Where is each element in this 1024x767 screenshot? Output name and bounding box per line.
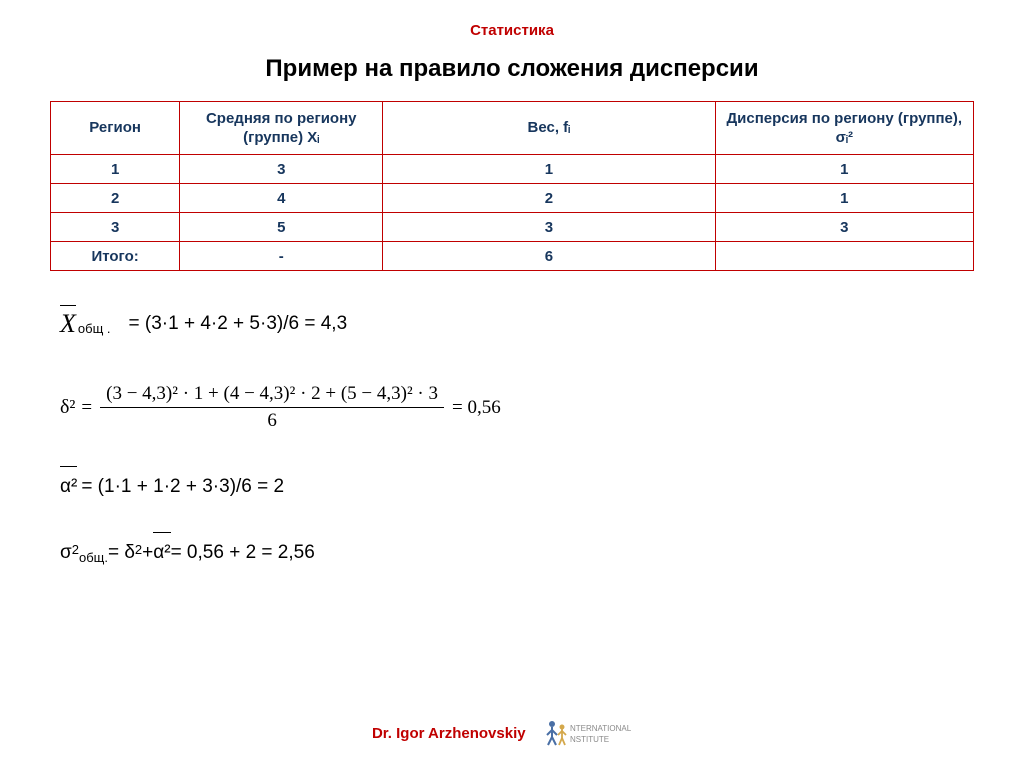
table-row: 1 3 1 1 [51,155,974,184]
cell: 3 [383,213,715,242]
table-row: 3 5 3 3 [51,213,974,242]
formula-mean: X общ . = (3·1 + 4·2 + 5·3)/6 = 4,3 [60,309,1024,339]
cell: 6 [383,242,715,271]
cell: Итого: [51,242,180,271]
x-bar-subscript: общ . [78,321,111,336]
cell: 1 [383,155,715,184]
alpha-bar-symbol-2: α² [153,542,170,564]
formula-delta-sq: δ² = (3 − 4,3)² · 1 + (4 − 4,3)² · 2 + (… [60,383,1024,432]
delta-result: = 0,56 [452,397,501,419]
delta-sup: 2 [135,542,142,557]
x-bar-symbol: X [60,309,76,339]
formula-mean-rhs: = (3·1 + 4·2 + 5·3)/6 = 4,3 [129,313,348,335]
cell: 3 [180,155,383,184]
col-header: Средняя по региону (группе) Xᵢ [180,102,383,155]
cell: 3 [51,213,180,242]
sigma-sub: общ. [79,550,108,565]
cell: 2 [383,184,715,213]
table-header-row: Регион Средняя по региону (группе) Xᵢ Ве… [51,102,974,155]
fraction-denominator: 6 [267,408,277,432]
data-table-wrap: Регион Средняя по региону (группе) Xᵢ Ве… [50,101,974,271]
cell: 1 [715,184,973,213]
institute-logo-icon: NTERNATIONAL NSTITUTE [542,717,652,749]
data-table: Регион Средняя по региону (группе) Xᵢ Ве… [50,101,974,271]
equals: = [81,397,92,419]
cell: 2 [51,184,180,213]
footer: Dr. Igor Arzhenovskiy NTERNATIONAL NSTIT… [0,717,1024,749]
cell: 5 [180,213,383,242]
fraction-numerator: (3 − 4,3)² · 1 + (4 − 4,3)² · 2 + (5 − 4… [100,383,444,408]
svg-text:NTERNATIONAL: NTERNATIONAL [570,724,632,733]
fraction: (3 − 4,3)² · 1 + (4 − 4,3)² · 2 + (5 − 4… [100,383,444,432]
cell: 4 [180,184,383,213]
delta-sq-symbol: δ² [60,396,75,419]
sigma-rhs: = 0,56 + 2 = 2,56 [171,542,315,564]
cell: 3 [715,213,973,242]
col-header: Дисперсия по региону (группе), σᵢ² [715,102,973,155]
alpha-bar-symbol: α² [60,476,77,498]
sigma-sup: 2 [72,542,79,557]
sigma-mid1: = δ [108,542,135,564]
formula-alpha-sq: α² = (1·1 + 1·2 + 3·3)/6 = 2 [60,476,1024,498]
col-header: Вес, fᵢ [383,102,715,155]
header-label: Статистика [0,0,1024,39]
table-row-total: Итого: - 6 [51,242,974,271]
page-title: Пример на правило сложения дисперсии [0,55,1024,83]
cell: 1 [715,155,973,184]
col-header: Регион [51,102,180,155]
table-row: 2 4 2 1 [51,184,974,213]
alpha-rhs: = (1·1 + 1·2 + 3·3)/6 = 2 [81,476,284,498]
sigma-symbol: σ [60,542,72,564]
cell: - [180,242,383,271]
cell: 1 [51,155,180,184]
svg-text:NSTITUTE: NSTITUTE [570,735,609,744]
sigma-plus: + [142,542,153,564]
formulas-block: X общ . = (3·1 + 4·2 + 5·3)/6 = 4,3 δ² =… [60,309,1024,564]
formula-sigma-total: σ2общ. = δ2 + α² = 0,56 + 2 = 2,56 [60,542,1024,564]
cell [715,242,973,271]
author-name: Dr. Igor Arzhenovskiy [372,725,526,742]
